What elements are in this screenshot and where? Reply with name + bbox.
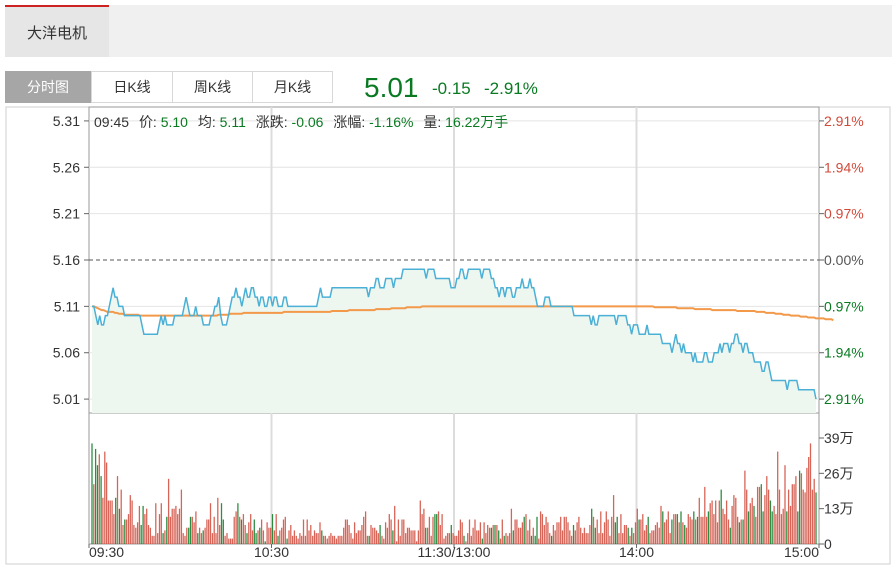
- price-change-pct: -2.91%: [484, 79, 538, 98]
- pct-tick-label: 2.91%: [824, 391, 864, 407]
- tab-monthly-k[interactable]: 月K线: [252, 71, 333, 103]
- avg-price-line: [92, 305, 834, 322]
- price-tick-label: 5.31: [53, 113, 80, 129]
- price-tick-label: 5.06: [53, 345, 80, 361]
- volume-bars: [91, 443, 817, 544]
- time-tick-label: 15:00: [784, 544, 819, 560]
- price-change: -0.15: [432, 79, 471, 98]
- info-change: -0.06: [292, 114, 324, 130]
- info-pct-label: 涨幅:: [333, 114, 365, 130]
- volume-tick-label: 39万: [824, 430, 854, 446]
- pct-tick-label: 1.94%: [824, 159, 864, 175]
- tab-weekly-k[interactable]: 周K线: [172, 71, 253, 103]
- price-tick-label: 5.26: [53, 159, 80, 175]
- time-tick-label: 09:30: [89, 544, 124, 560]
- time-tick-label: 10:30: [254, 544, 289, 560]
- pct-tick-label: 1.94%: [824, 345, 864, 361]
- pct-tick-label: 0.97%: [824, 298, 864, 314]
- time-tick-label: 11:30/13:00: [418, 544, 491, 560]
- info-vol: 16.22万手: [445, 114, 508, 130]
- current-price: 5.01: [364, 72, 419, 103]
- price-tick-label: 5.01: [53, 391, 80, 407]
- info-avg-label: 均:: [198, 114, 216, 130]
- pct-tick-label: 2.91%: [824, 113, 864, 129]
- stock-tab-label: 大洋电机: [26, 24, 87, 42]
- info-vol-label: 量:: [423, 114, 441, 130]
- axis-labels: 5.31 5.26 5.21 5.16 5.11 5.06 5.01 2.91% 1.94% 0.…: [53, 113, 864, 560]
- pct-tick-label: 0.97%: [824, 206, 864, 222]
- price-line: [92, 268, 817, 400]
- info-time: 09:45: [94, 114, 129, 130]
- time-tick-label: 14:00: [619, 544, 654, 560]
- tab-intraday[interactable]: 分时图: [5, 71, 91, 103]
- pct-tick-label: 0.00%: [824, 252, 864, 268]
- info-price-label: 价:: [139, 114, 157, 130]
- info-bar: 09:45 价: 5.10 均: 5.11 涨跌: -0.06 涨幅: -1.1…: [94, 114, 508, 130]
- volume-tick-label: 26万: [824, 465, 854, 481]
- price-tick-label: 5.21: [53, 206, 80, 222]
- info-price: 5.10: [161, 114, 188, 130]
- info-pct: -1.16%: [369, 114, 413, 130]
- info-avg: 5.11: [220, 114, 246, 130]
- volume-tick-label: 13万: [824, 501, 854, 517]
- stock-tab[interactable]: 大洋电机: [5, 5, 109, 57]
- price-tick-label: 5.16: [53, 252, 80, 268]
- tab-strip: [109, 5, 892, 57]
- price-tick-label: 5.11: [54, 298, 80, 314]
- info-change-label: 涨跌:: [256, 114, 288, 130]
- volume-tick-label: 0: [824, 536, 832, 552]
